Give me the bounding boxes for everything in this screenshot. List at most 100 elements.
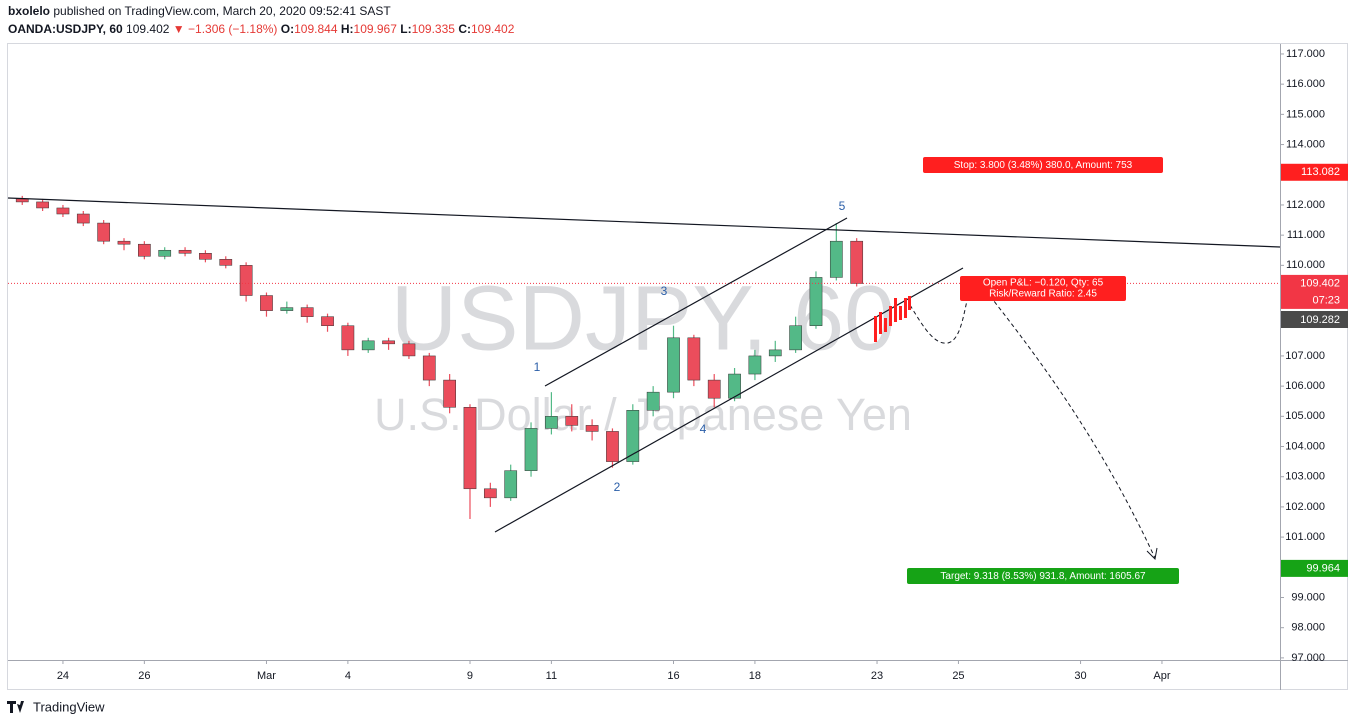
candle-body [728,373,741,399]
candle-body [402,343,416,357]
wave-label: 3 [661,284,668,298]
projected-bar [899,306,902,320]
projected-bar [879,312,882,334]
price-badge [1281,559,1348,577]
projection-badge-label: 109.282 [1300,314,1340,326]
pnl-label: Open P&L: −0.120, Qty: 65 [983,278,1104,289]
candle-body [809,277,823,326]
candle-body [707,379,721,399]
h-value: 109.967 [354,22,398,36]
wave-label: 1 [534,360,541,374]
candle-body [117,240,131,245]
candle-body [178,249,192,254]
price-badge-label: 113.082 [1301,166,1340,178]
candle-body [76,213,90,224]
candle-body [280,307,294,311]
author: bxolelo [8,4,50,18]
candle-body [443,379,456,408]
candle-body [829,240,843,278]
l-value: 109.335 [412,22,456,36]
countdown: 07:23 [1312,294,1340,306]
x-tick-label: Mar [257,670,276,682]
arrow: ▼ [173,22,185,36]
projected-bar [889,306,892,326]
y-tick-label: 114.000 [1286,138,1325,150]
logo-mark [7,701,24,713]
projection-path [909,295,1156,559]
c-value: 109.402 [471,22,515,36]
candle-body [483,488,497,499]
rr-label: Risk/Reward Ratio: 2.45 [989,289,1097,300]
x-tick-label: 23 [871,670,883,682]
y-tick-label: 107.000 [1285,350,1325,362]
channel-lower [494,267,964,533]
l-label: L: [400,22,411,36]
candle-body [606,431,619,462]
y-tick-label: 102.000 [1285,501,1325,513]
candle-body [97,222,111,242]
x-tick-label: 4 [345,670,351,682]
candle-body [219,259,233,266]
header-line: bxolelo published on TradingView.com, Ma… [8,4,391,18]
candle-body [199,253,212,260]
y-tick-label: 111.000 [1287,229,1325,241]
footer-text: TradingView [33,699,105,714]
c-label: C: [458,22,471,36]
x-tick-label: 11 [546,670,557,682]
y-tick-label: 115.000 [1286,108,1325,120]
y-tick-label: 101.000 [1285,531,1325,543]
projected-bars [874,296,911,342]
price-badge-label: 109.402 [1300,277,1340,289]
y-tick-label: 112.000 [1286,199,1325,211]
footer-logo: TradingView [7,699,105,714]
candle-body [260,295,273,311]
channel-upper [544,217,848,387]
projected-bar [894,298,897,322]
x-tick-label: 30 [1074,670,1086,682]
candle-body [850,240,864,284]
wave-label: 5 [839,199,846,213]
symbol-line: OANDA:USDJPY, 60 109.402 ▼ −1.306 (−1.18… [8,22,515,36]
candle-body [300,307,314,317]
y-tick-label: 99.000 [1291,591,1325,603]
projection-badge [1281,311,1348,328]
x-tick-label: 24 [57,670,69,682]
candle-body [422,355,436,381]
candle-body [789,325,802,351]
y-tick-label: 106.000 [1285,380,1325,392]
symbol: OANDA:USDJPY, 60 [8,22,123,36]
stop-label: Stop: 3.800 (3.48%) 380.0, Amount: 753 [954,160,1133,171]
projection-arrow [1146,547,1158,561]
candle-body [585,425,599,432]
candle-body [504,470,518,499]
projected-bar [874,316,877,342]
change: −1.306 (−1.18%) [188,22,277,36]
price-badge [1281,274,1348,309]
candle-body [626,410,640,462]
target-label: Target: 9.318 (8.53%) 931.8, Amount: 160… [940,571,1146,582]
projected-bar [884,318,887,332]
published: published on TradingView.com, March 20, … [53,4,391,18]
candle-body [524,428,538,471]
trend-line [7,197,1281,248]
candle-body [158,249,172,257]
candle-body [138,243,151,257]
candle-body [768,349,782,357]
candle-body [321,316,334,326]
candle-body [667,337,680,393]
y-tick-label: 98.000 [1291,622,1325,634]
y-tick-label: 103.000 [1285,471,1325,483]
y-tick-label: 116.000 [1286,78,1325,90]
x-tick-label: 16 [667,670,679,682]
stop-box [923,157,1163,173]
y-tick-label: 104.000 [1285,440,1325,452]
candle-body [382,340,395,345]
projected-bar [904,298,907,318]
candle-body [748,355,762,375]
last-price: 109.402 [126,22,170,36]
candle-body [646,391,660,411]
candle-body [565,416,579,426]
